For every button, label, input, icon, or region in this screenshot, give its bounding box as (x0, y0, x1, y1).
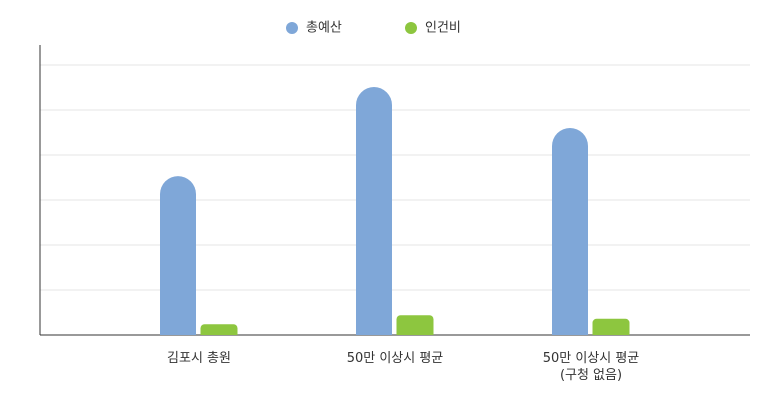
bar (200, 324, 238, 335)
bar (160, 176, 196, 335)
x-tick-label: 김포시 총원 (167, 351, 231, 366)
x-tick-label: 50만 이상시 평균 (구청 없음) (542, 351, 640, 383)
legend-marker (286, 22, 298, 34)
x-tick-label: 50만 이상시 평균 (346, 351, 444, 366)
legend-label: 인건비 (425, 21, 461, 36)
legend-marker (405, 22, 417, 34)
legend-label: 총예산 (306, 21, 342, 36)
bar (552, 128, 588, 335)
bar (356, 87, 392, 335)
bar (592, 318, 630, 335)
bar (396, 315, 434, 335)
